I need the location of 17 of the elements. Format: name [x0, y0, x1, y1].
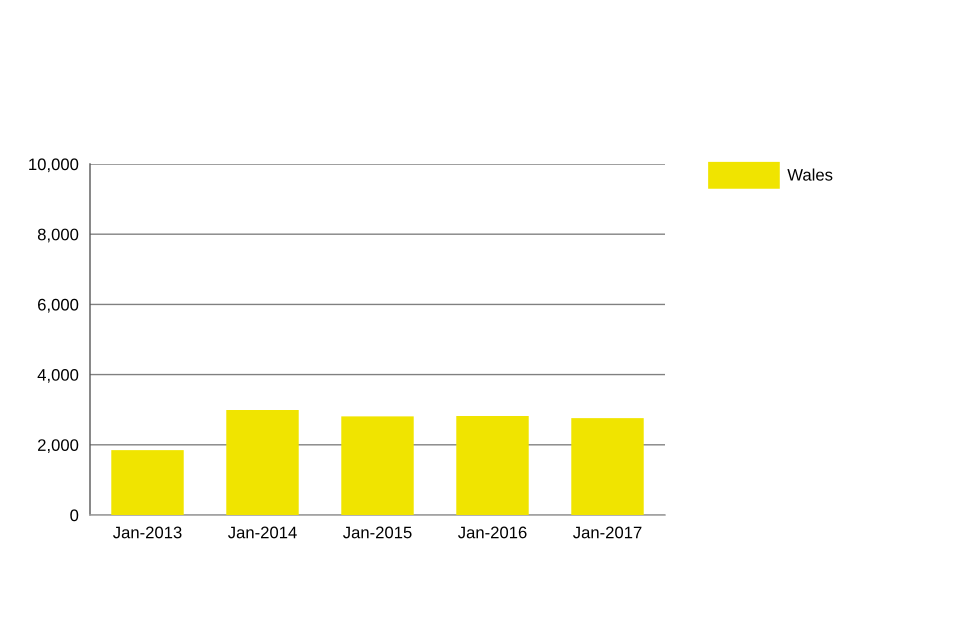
bar — [226, 410, 299, 515]
y-tick-label: 0 — [70, 509, 78, 522]
x-tick-label: Jan-2017 — [573, 526, 642, 538]
y-tick-label: 10,000 — [29, 158, 78, 172]
legend-label: Wales — [787, 168, 832, 181]
x-tick-label: Jan-2016 — [458, 526, 527, 538]
y-tick-label: 8,000 — [38, 228, 78, 242]
bar — [341, 416, 414, 515]
y-tick-label: 2,000 — [38, 439, 78, 453]
bar — [571, 418, 644, 515]
y-tick-label: 6,000 — [38, 298, 78, 313]
x-tick-label: Jan-2015 — [343, 526, 412, 538]
bar — [456, 416, 529, 515]
x-tick-label: Jan-2014 — [228, 526, 297, 538]
bar — [111, 450, 184, 515]
x-tick-label: Jan-2013 — [113, 526, 182, 538]
y-tick-label: 4,000 — [38, 369, 78, 383]
